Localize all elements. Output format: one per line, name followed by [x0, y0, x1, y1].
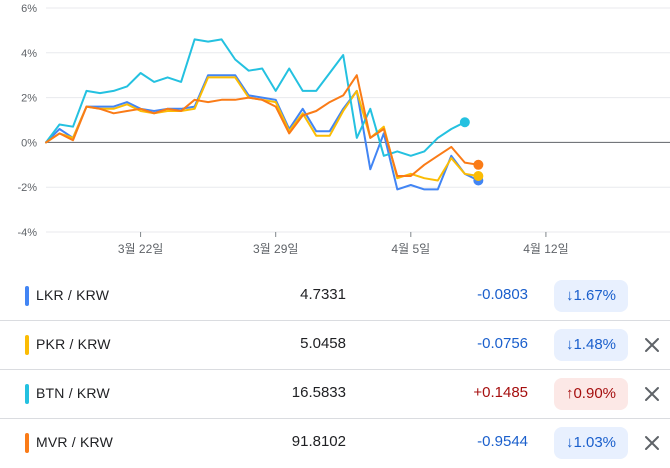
currency-pair-name[interactable]: PKR / KRW: [36, 336, 111, 352]
exchange-rate: 5.0458: [300, 335, 346, 352]
rate-change: -0.9544: [477, 433, 528, 450]
x-tick-label: 4월 5일: [391, 242, 430, 256]
currency-pair-name[interactable]: BTN / KRW: [36, 385, 110, 401]
arrow-icon: ↓: [565, 287, 574, 304]
exchange-rate: 4.7331: [300, 286, 346, 303]
series-line: [45, 74, 480, 191]
arrow-icon: ↓: [565, 336, 574, 353]
series-color-swatch: [25, 286, 29, 306]
y-tick-label: 6%: [21, 3, 37, 15]
y-tick-label: 4%: [21, 48, 37, 60]
exchange-rate: 16.5833: [291, 384, 346, 401]
series-color-swatch: [25, 335, 29, 355]
series-endpoint: [459, 117, 470, 128]
currency-row-mvr[interactable]: MVR / KRW 91.8102 -0.9544 ↓1.03%: [0, 419, 670, 468]
rate-change: -0.0756: [477, 335, 528, 352]
currency-list: LKR / KRW 4.7331 -0.0803 ↓1.67% PKR / KR…: [0, 272, 670, 468]
series-line: [45, 38, 466, 157]
close-icon[interactable]: [640, 431, 664, 455]
rate-change: +0.1485: [473, 384, 528, 401]
percent-change-badge: ↓1.67%: [554, 280, 628, 312]
close-icon[interactable]: [640, 333, 664, 357]
series-line: [45, 76, 480, 182]
percent-change-badge: ↓1.48%: [554, 329, 628, 361]
series-endpoint: [473, 159, 484, 170]
x-tick-label: 3월 22일: [118, 242, 163, 256]
series-line: [45, 74, 480, 177]
percent-change-badge: ↑0.90%: [554, 378, 628, 410]
currency-pair-name[interactable]: MVR / KRW: [36, 434, 113, 450]
y-tick-label: -4%: [17, 227, 37, 239]
percent-change-value: 1.67%: [573, 287, 617, 304]
arrow-icon: ↑: [565, 385, 574, 402]
x-tick-label: 3월 29일: [253, 242, 298, 256]
series-color-swatch: [25, 384, 29, 404]
series-color-swatch: [25, 433, 29, 453]
series-endpoint: [473, 171, 484, 181]
currency-row-btn[interactable]: BTN / KRW 16.5833 +0.1485 ↑0.90%: [0, 370, 670, 419]
y-tick-label: 2%: [21, 93, 37, 105]
currency-chart: -4% -2% 0% 2% 4% 6% 3월 22일 3월 29일 4월 5일 4월 12일: [17, 3, 670, 256]
percent-change-badge: ↓1.03%: [554, 427, 628, 459]
arrow-icon: ↓: [565, 434, 574, 451]
percent-change-value: 1.03%: [573, 434, 617, 451]
currency-row-pkr[interactable]: PKR / KRW 5.0458 -0.0756 ↓1.48%: [0, 321, 670, 370]
y-tick-label: -2%: [17, 182, 37, 194]
y-tick-label: 0%: [21, 137, 37, 149]
exchange-rate: 91.8102: [291, 433, 346, 450]
close-icon[interactable]: [640, 382, 664, 406]
percent-change-value: 0.90%: [573, 385, 617, 402]
currency-pair-name[interactable]: LKR / KRW: [36, 287, 110, 303]
currency-row-lkr[interactable]: LKR / KRW 4.7331 -0.0803 ↓1.67%: [0, 272, 670, 321]
x-tick-label: 4월 12일: [523, 242, 568, 256]
rate-change: -0.0803: [477, 286, 528, 303]
percent-change-value: 1.48%: [573, 336, 617, 353]
